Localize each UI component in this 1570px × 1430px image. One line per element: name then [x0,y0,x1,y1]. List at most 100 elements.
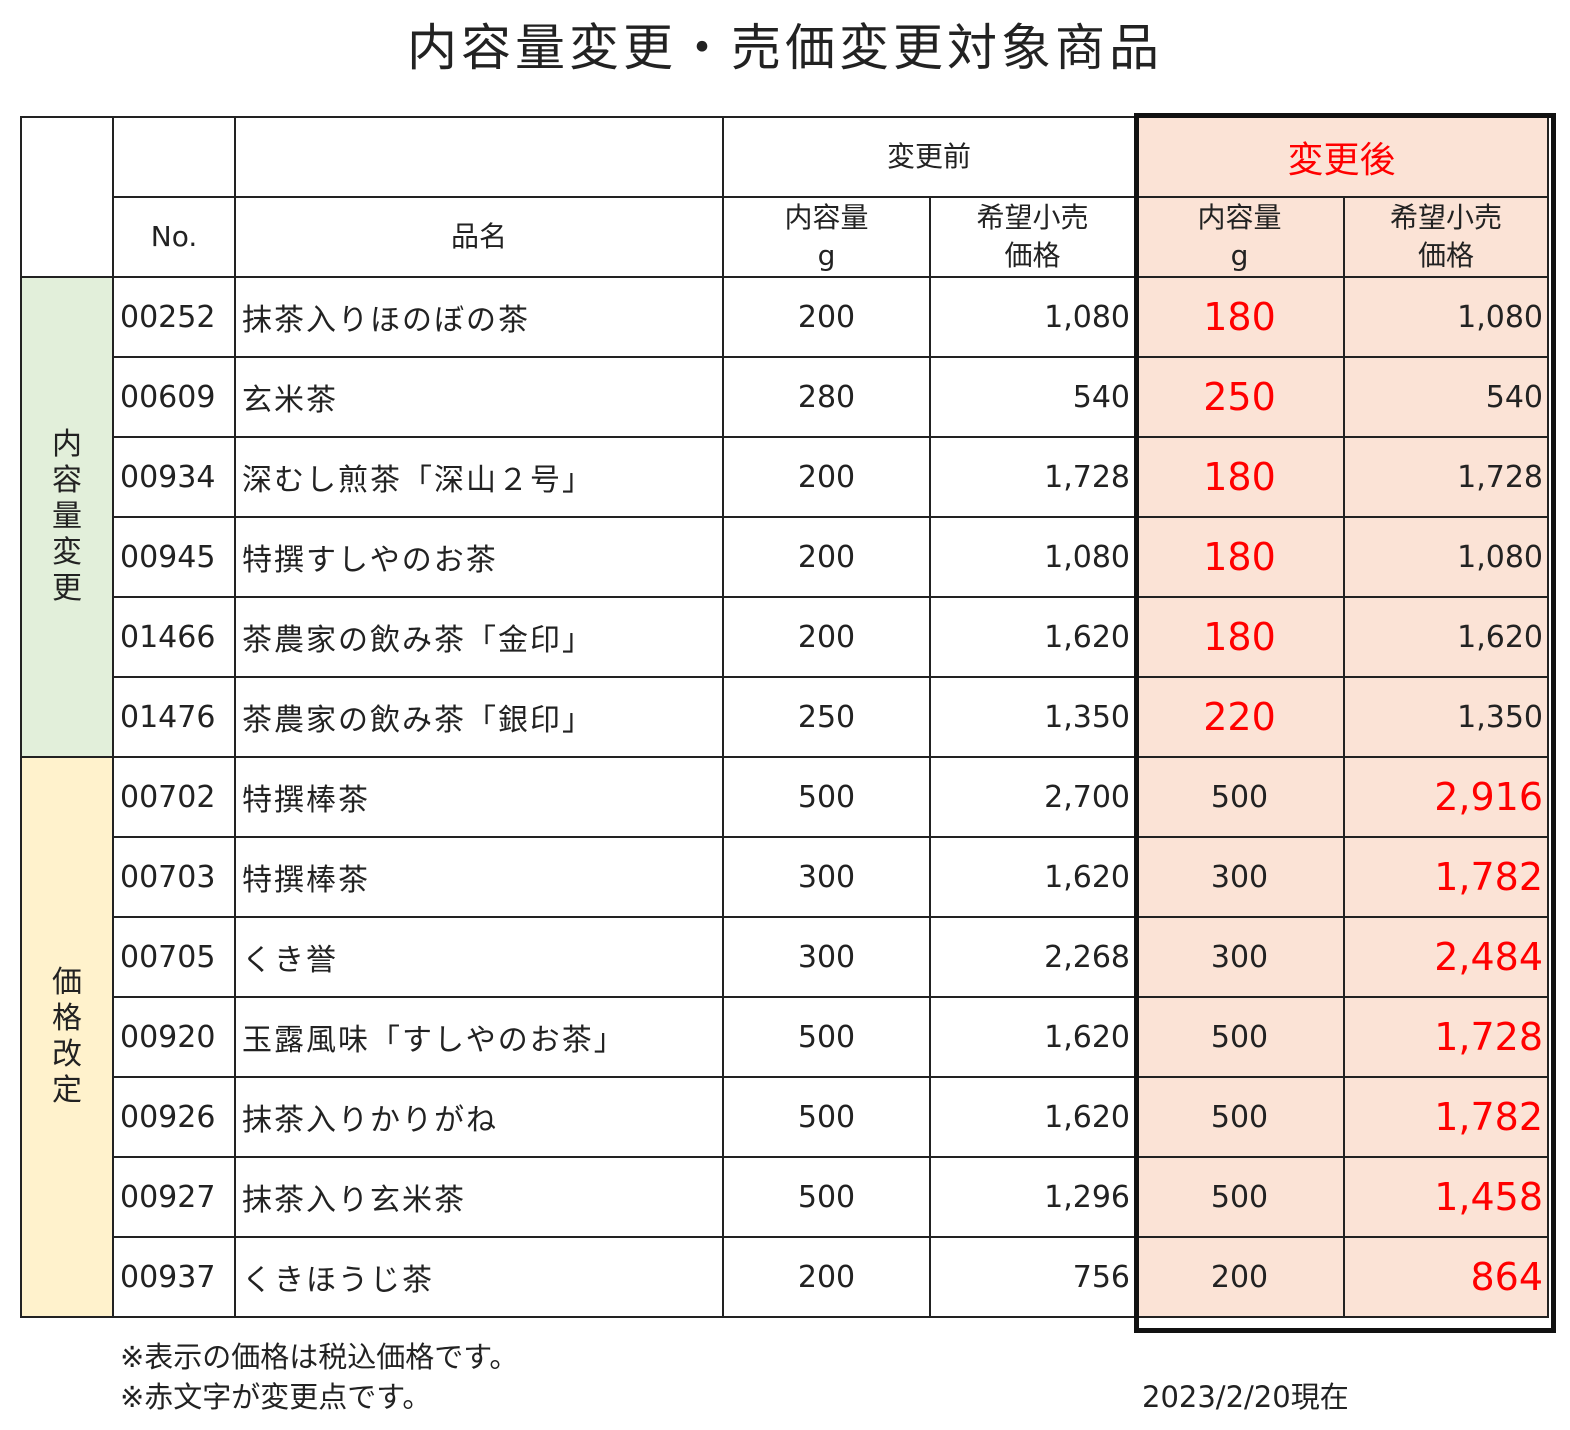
price-after: 1,620 [1343,596,1549,678]
qty-after: 500 [1134,756,1345,838]
product-no: 01466 [112,596,236,678]
price-before: 540 [929,356,1136,438]
tax-note: ※表示の価格は税込価格です。 [120,1340,519,1374]
qty-before: 500 [722,756,931,838]
qty-before: 200 [722,276,931,358]
qty-before: 200 [722,1236,931,1318]
qty-after: 200 [1134,1236,1345,1318]
price-before: 1,080 [929,276,1136,358]
product-no: 00934 [112,436,236,518]
table-row: 価 格 改 定 00702 特撰棒茶 500 2,700 500 2,916 [20,756,1549,1318]
price-after: 1,782 [1343,836,1549,918]
qty-before: 200 [722,596,931,678]
product-no: 00926 [112,1076,236,1158]
price-after: 2,916 [1343,756,1549,838]
header-before: 変更前 [722,116,1136,198]
table-row: 00937 くきほうじ茶 200 756 200 864 [21,1236,1549,1318]
price-after: 540 [1343,356,1549,438]
table-row: 00705 くき誉 300 2,268 300 2,484 [21,916,1549,998]
price-after: 1,080 [1343,516,1549,598]
page-title: 内容量変更・売価変更対象商品 [407,19,1163,77]
header-price-before: 希望小売 価格 [929,196,1136,278]
price-before: 1,728 [929,436,1136,518]
header-row-2: No. 品名 内容量 g 希望小売 価格 内容量 g 希望小売 価格 [21,196,1549,278]
price-before: 1,620 [929,596,1136,678]
product-name: 深むし煎茶「深山２号」 [234,436,724,518]
qty-before: 500 [722,1076,931,1158]
qty-after: 220 [1134,676,1345,758]
header-qty-before: 内容量 g [722,196,931,278]
product-name: 抹茶入りほのぼの茶 [234,276,724,358]
group-label-text: 価 格 改 定 [52,965,82,1108]
header-blank-no [112,116,236,198]
qty-before: 300 [722,836,931,918]
price-after: 1,728 [1343,996,1549,1078]
qty-after: 180 [1134,276,1345,358]
product-no: 00702 [112,756,236,838]
qty-before: 200 [722,436,931,518]
header-row-1: 変更前 変更後 [20,116,1549,278]
price-after: 1,458 [1343,1156,1549,1238]
product-no: 00609 [112,356,236,438]
product-name: くきほうじ茶 [234,1236,724,1318]
qty-before: 200 [722,516,931,598]
header-name: 品名 [234,196,724,278]
qty-after: 180 [1134,436,1345,518]
product-no: 00920 [112,996,236,1078]
qty-before: 500 [722,996,931,1078]
product-no: 00945 [112,516,236,598]
header-price-after: 希望小売 価格 [1343,196,1549,278]
product-no: 00937 [112,1236,236,1318]
product-no: 00252 [112,276,236,358]
price-before: 1,350 [929,676,1136,758]
qty-after: 500 [1134,996,1345,1078]
price-after: 864 [1343,1236,1549,1318]
price-after: 2,484 [1343,916,1549,998]
qty-after: 500 [1134,1156,1345,1238]
price-after: 1,782 [1343,1076,1549,1158]
qty-before: 280 [722,356,931,438]
red-note: ※赤文字が変更点です。 [120,1380,432,1414]
product-name: 玉露風味「すしやのお茶」 [234,996,724,1078]
product-name: 抹茶入り玄米茶 [234,1156,724,1238]
qty-after: 180 [1134,596,1345,678]
table-row: 00920 玉露風味「すしやのお茶」 500 1,620 500 1,728 [21,996,1549,1078]
table-row: 01476 茶農家の飲み茶「銀印」 250 1,350 220 1,350 [21,676,1549,758]
price-before: 1,080 [929,516,1136,598]
product-no: 00705 [112,916,236,998]
product-name: 特撰棒茶 [234,836,724,918]
table-row: 01466 茶農家の飲み茶「金印」 200 1,620 180 1,620 [21,596,1549,678]
product-no: 01476 [112,676,236,758]
qty-before: 300 [722,916,931,998]
product-change-table: 変更前 変更後 No. 品名 内容量 g 希望小売 価格 内容量 g 希望小売 … [20,116,1549,1318]
header-corner [20,116,114,278]
group-label-qty-change: 内 容 量 変 更 [20,276,114,758]
product-name: 茶農家の飲み茶「銀印」 [234,676,724,758]
price-after: 1,728 [1343,436,1549,518]
group-label-text: 内 容 量 変 更 [52,427,82,606]
header-blank-name [234,116,724,198]
qty-before: 500 [722,1156,931,1238]
price-before: 1,620 [929,996,1136,1078]
price-before: 756 [929,1236,1136,1318]
qty-before: 250 [722,676,931,758]
product-name: 玄米茶 [234,356,724,438]
table-row: 00703 特撰棒茶 300 1,620 300 1,782 [21,836,1549,918]
price-before: 1,620 [929,836,1136,918]
product-no: 00703 [112,836,236,918]
qty-after: 180 [1134,516,1345,598]
price-before: 2,700 [929,756,1136,838]
table-row: 00945 特撰すしやのお茶 200 1,080 180 1,080 [21,516,1549,598]
price-after: 1,080 [1343,276,1549,358]
product-no: 00927 [112,1156,236,1238]
product-name: 抹茶入りかりがね [234,1076,724,1158]
group-label-price-change: 価 格 改 定 [20,756,114,1318]
table-row: 00927 抹茶入り玄米茶 500 1,296 500 1,458 [21,1156,1549,1238]
qty-after: 500 [1134,1076,1345,1158]
table-row: 内 容 量 変 更 00252 抹茶入りほのぼの茶 200 1,080 180 1,080 [20,276,1549,758]
price-before: 2,268 [929,916,1136,998]
product-name: 特撰棒茶 [234,756,724,838]
table-row: 00926 抹茶入りかりがね 500 1,620 500 1,782 [21,1076,1549,1158]
table-row: 00609 玄米茶 280 540 250 540 [21,356,1549,438]
price-before: 1,296 [929,1156,1136,1238]
